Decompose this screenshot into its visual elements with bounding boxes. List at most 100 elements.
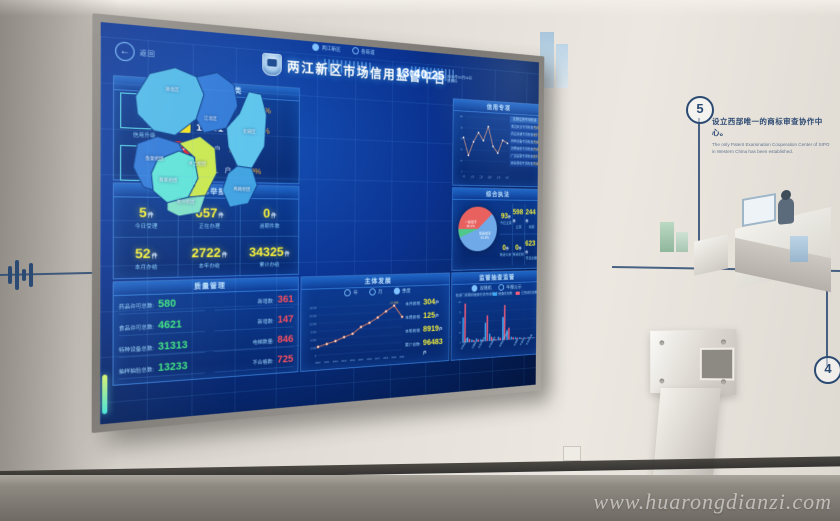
trend-stat-unit: 户	[435, 314, 439, 320]
svg-text:2014: 2014	[350, 358, 356, 362]
trend-stat-unit: 户	[435, 300, 439, 307]
enforcement-unit: 件	[505, 246, 509, 251]
enforcement-unit: 件	[525, 219, 529, 224]
svg-text:20: 20	[460, 161, 462, 163]
enforcement-unit: 件	[512, 219, 516, 224]
tab-dot-icon	[352, 46, 359, 55]
inspection-name: 药品流通专项检查	[511, 131, 534, 137]
trend-stat-unit: 户	[438, 327, 443, 333]
inspection-status: 完成	[533, 139, 539, 145]
trend-stat: 本周新增: 125户	[405, 310, 446, 321]
svg-text:100: 100	[458, 302, 461, 304]
tab-label: 双随机	[479, 286, 492, 292]
map-canvas[interactable]: 渝北区 江北区 北碚区 两路组团 鱼复组团 水土组团 蔡家组团 龙兴组团	[100, 36, 539, 425]
enforcement-value: 244件	[525, 207, 536, 224]
trend-line-svg: 17,408 0 3,000 6,000 9,000 12,000 15,000 18,000…	[309, 301, 404, 365]
random-inspection-panel: 监管抽查监管 双随机 年报公示 各部门双随机抽查任务完成情况 抽查任务数 已完成任务…	[450, 270, 539, 361]
district-shape-east-south	[222, 166, 257, 208]
enforcement-stat-cell[interactable]: 623件 罚没金额	[525, 234, 538, 265]
inspection-name: 特种设备专项检查	[510, 138, 534, 144]
enforcement-stat-cell[interactable]: 0件 移送公安	[499, 234, 513, 266]
svg-text:6,000: 6,000	[310, 338, 316, 342]
kiosk-head[interactable]	[650, 328, 737, 396]
tab-label: 年	[353, 290, 358, 297]
display-wall-panel: ← 返回 两江新区市场信用监管平台 13:40:25 2020	[91, 13, 632, 434]
map-tab[interactable]: 两江新区	[312, 43, 341, 54]
pie-panel-title: 综合执法	[452, 188, 539, 201]
district-shape-yubei	[226, 90, 266, 168]
entity-development-panel: 主体发展 年月季度 17,408 0 3,000 6,000 9,000 12,000 15…	[300, 272, 450, 372]
enforcement-stat-cell[interactable]: 0件 移送纪检	[512, 234, 526, 266]
enforcement-value: 93件	[500, 211, 511, 220]
tab-label: 月	[377, 289, 383, 296]
back-arrow-icon: ←	[115, 41, 135, 62]
svg-text:2020: 2020	[399, 355, 404, 359]
svg-text:0: 0	[460, 343, 462, 345]
bar-chart: 100 75 50 25 0	[455, 296, 537, 349]
inspection-line-svg: 一月 二月 三月 四月 五月 六月 0 20 40 60 80 100	[460, 113, 509, 180]
wall-outlet	[563, 446, 581, 461]
trend-tab[interactable]: 月	[369, 288, 383, 296]
pie-label-1: 简易程序 61.8%	[478, 231, 491, 240]
inspection-list-item[interactable]: 广告监管专项检查 进行中	[509, 152, 539, 161]
svg-text:15,000: 15,000	[309, 314, 317, 318]
trend-stat-label: 本年新增:	[405, 329, 421, 335]
enforcement-stat-cell[interactable]: 598件 立案	[512, 203, 526, 235]
trend-stat-value: 125户	[423, 310, 439, 321]
enforcement-value: 623件	[525, 238, 536, 255]
trend-stat-value: 96483户	[422, 336, 443, 356]
district-map-svg[interactable]	[100, 36, 279, 226]
bar-legend: 抽查任务数 已完成任务数	[492, 290, 537, 297]
enforcement-label: 移送公安	[499, 251, 512, 257]
inspection-list[interactable]: 近期信用专项检查 食品安全专项检查 完成 药品流通专项检查 进行中 特种设备专项检查 完成消…	[509, 115, 539, 183]
inspection-status: 完成	[533, 125, 539, 130]
bar-tab[interactable]: 年报公示	[498, 283, 522, 291]
trend-stat-label: 本月新增:	[405, 302, 422, 308]
inspection-list-item[interactable]: 商标侵权专项检查 完成	[509, 159, 539, 168]
bar-tab[interactable]: 双随机	[471, 284, 492, 292]
enforcement-label: 罚没金额	[525, 255, 537, 260]
map-tab[interactable]: 各街道	[352, 46, 375, 56]
inspection-status: 进行中	[533, 154, 539, 159]
inspection-name: 消费维权专项检查	[510, 146, 534, 152]
svg-text:75: 75	[459, 312, 461, 314]
inspection-name: 广告监管专项检查	[510, 153, 534, 159]
wall-tower-2	[556, 44, 568, 88]
trend-stat-unit: 户	[422, 350, 427, 356]
svg-text:五月: 五月	[497, 176, 501, 180]
enforcement-stat-cell[interactable]: 244件 结案	[525, 203, 539, 235]
wall-caption-zh: 设立西部唯一的商标审查协作中心。	[712, 117, 823, 137]
bar-legend-item: 已完成任务数	[515, 290, 537, 296]
trend-stat: 本月新增: 304户	[405, 297, 446, 308]
tab-dot-icon	[369, 288, 376, 296]
svg-text:2013: 2013	[341, 359, 347, 363]
svg-text:12,000: 12,000	[309, 322, 317, 326]
tab-dot-icon	[498, 284, 505, 291]
tab-label: 两江新区	[321, 45, 341, 54]
svg-text:40: 40	[460, 149, 462, 151]
svg-text:50: 50	[459, 322, 461, 324]
district-label-5: 水土组团	[188, 160, 207, 167]
trend-tab[interactable]: 季度	[393, 287, 411, 295]
dashboard: ← 返回 两江新区市场信用监管平台 13:40:25 2020	[100, 22, 539, 425]
inspection-status: 进行中	[533, 132, 539, 138]
map-panel: 两江新区 各街道	[100, 22, 539, 425]
tab-dot-icon	[344, 289, 351, 297]
trend-tab[interactable]: 年	[344, 289, 358, 297]
svg-text:六月: 六月	[505, 176, 509, 179]
enforcement-pie-chart: 一般程序 38.2% 简易程序 61.8%	[458, 206, 498, 252]
bar-chart-svg: 100 75 50 25 0	[458, 296, 536, 345]
district-shape-highlight-green	[179, 135, 217, 197]
kiosk-screen-slot	[699, 347, 735, 381]
enforcement-stat-cell[interactable]: 93件 今日立案	[499, 203, 513, 235]
back-button[interactable]: ← 返回	[115, 41, 156, 63]
district-label-4: 鱼复组团	[145, 155, 164, 162]
inspection-name: 食品安全专项检查	[511, 124, 534, 130]
district-label-1: 江北区	[203, 115, 217, 121]
wall-illustration-box-1	[660, 222, 674, 252]
back-button-label: 返回	[139, 49, 156, 58]
floor	[0, 475, 840, 521]
svg-text:2019: 2019	[391, 355, 396, 359]
svg-text:100: 100	[460, 116, 463, 118]
svg-text:17,408: 17,408	[390, 301, 398, 305]
